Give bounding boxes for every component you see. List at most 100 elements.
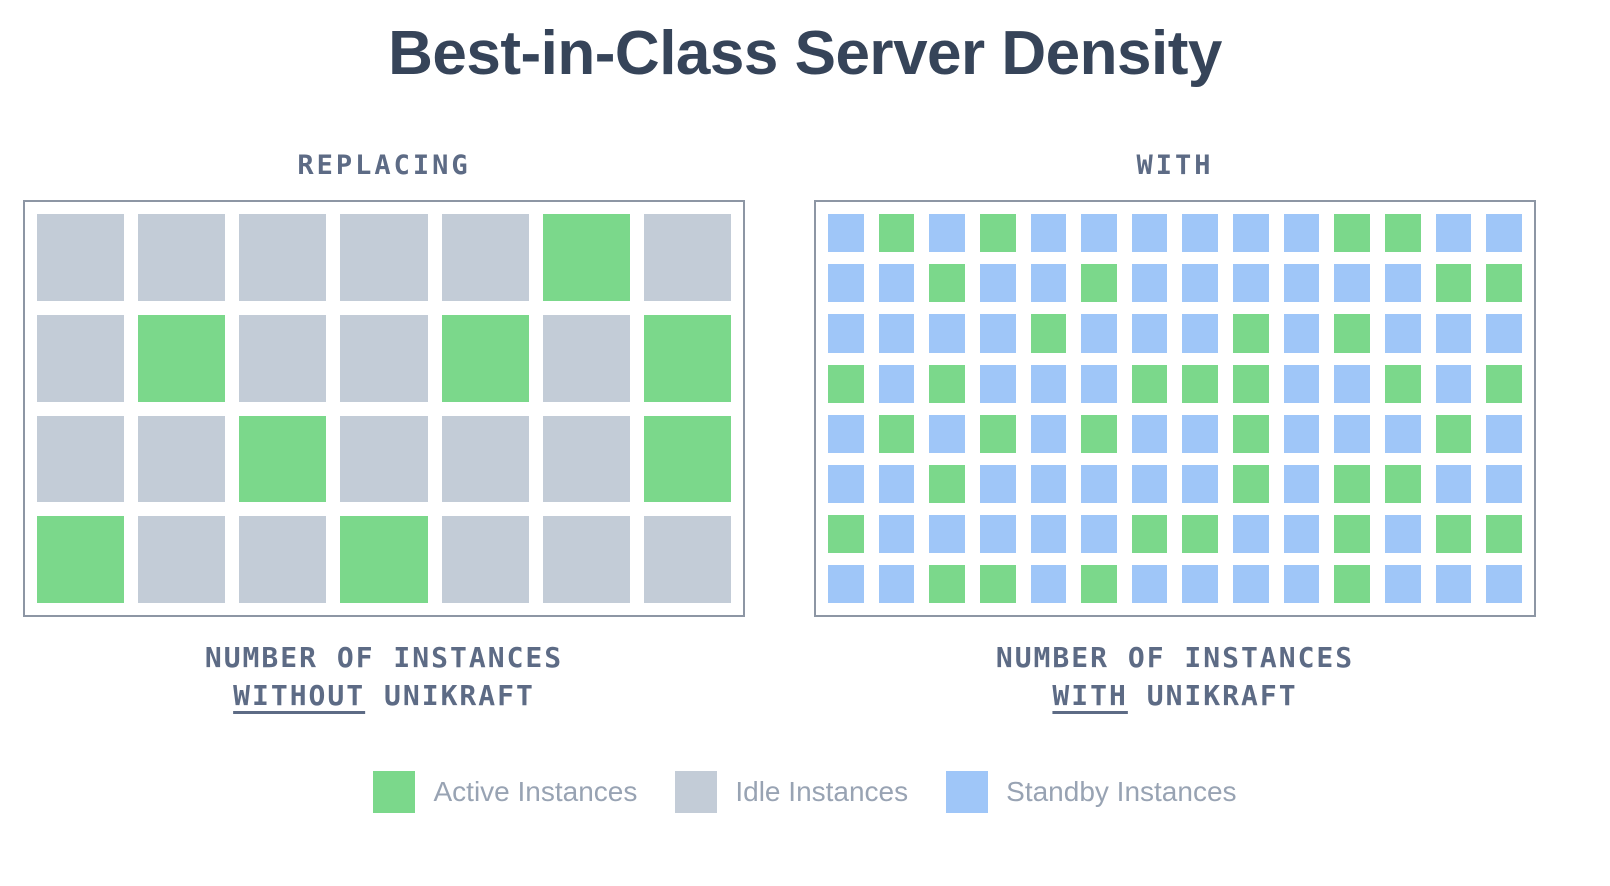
- server-cell-standby: [1385, 314, 1421, 353]
- server-cell-standby: [1131, 214, 1168, 253]
- server-cell-standby: [1081, 214, 1117, 253]
- server-cell-idle: [643, 214, 731, 301]
- server-cell-active: [1486, 514, 1522, 554]
- caption-with-unikraft: NUMBER OF INSTANCES WITH UNIKRAFT: [814, 639, 1536, 715]
- server-cell-standby: [1334, 264, 1371, 303]
- server-cell-standby: [878, 565, 915, 604]
- server-cell-active: [1233, 464, 1269, 503]
- server-cell-standby: [1233, 264, 1269, 303]
- server-cell-standby: [1435, 565, 1472, 604]
- server-cell-active: [1435, 414, 1472, 453]
- server-cell-standby: [929, 514, 965, 554]
- server-cell-standby: [1486, 565, 1522, 604]
- server-cell-standby: [1334, 364, 1371, 403]
- server-cell-standby: [1486, 314, 1522, 353]
- server-cell-idle: [441, 516, 529, 604]
- server-cell-standby: [1030, 514, 1067, 554]
- server-cell-active: [929, 464, 965, 503]
- server-cell-standby: [1283, 264, 1320, 303]
- server-cell-standby: [828, 214, 864, 253]
- legend-swatch-idle: [675, 770, 718, 813]
- server-cell-idle: [340, 214, 428, 301]
- server-cell-standby: [878, 364, 915, 403]
- server-cell-active: [1081, 414, 1117, 453]
- server-cell-active: [1334, 464, 1371, 503]
- server-cell-standby: [1030, 264, 1067, 303]
- server-cell-active: [1233, 314, 1269, 353]
- caption-without-unikraft: NUMBER OF INSTANCES WITHOUT UNIKRAFT: [23, 639, 745, 715]
- server-cell-standby: [1081, 464, 1117, 503]
- server-cell-standby: [1030, 414, 1067, 453]
- server-cell-active: [929, 565, 965, 604]
- server-cell-active: [828, 364, 864, 403]
- server-cell-active: [979, 565, 1016, 604]
- legend-label-standby: Standby Instances: [1006, 775, 1237, 807]
- server-cell-standby: [878, 314, 915, 353]
- server-cell-idle: [138, 415, 226, 503]
- server-cell-standby: [828, 414, 864, 453]
- server-cell-standby: [828, 565, 864, 604]
- server-cell-standby: [1486, 464, 1522, 503]
- server-cell-standby: [1486, 414, 1522, 453]
- server-cell-standby: [1283, 464, 1320, 503]
- server-cell-idle: [37, 415, 125, 503]
- server-cell-active: [1233, 364, 1269, 403]
- caption-line1: NUMBER OF INSTANCES: [204, 641, 564, 675]
- server-cell-standby: [828, 464, 864, 503]
- server-cell-standby: [1385, 264, 1421, 303]
- server-cell-idle: [441, 415, 529, 503]
- server-cell-idle: [542, 314, 630, 402]
- page-title: Best-in-Class Server Density: [388, 19, 1222, 88]
- server-cell-active: [1131, 514, 1168, 554]
- server-cell-standby: [828, 314, 864, 353]
- server-cell-standby: [1131, 414, 1168, 453]
- instance-grid-with-unikraft: [814, 200, 1536, 618]
- server-cell-standby: [979, 264, 1016, 303]
- server-cell-active: [1435, 514, 1472, 554]
- server-cell-standby: [1131, 264, 1168, 303]
- server-cell-standby: [1081, 364, 1117, 403]
- server-cell-standby: [1233, 214, 1269, 253]
- server-cell-idle: [340, 314, 428, 402]
- server-cell-idle: [37, 214, 125, 301]
- server-cell-idle: [138, 214, 226, 301]
- panel-with-unikraft: WITH NUMBER OF INSTANCES WITH UNIKRAFT: [814, 152, 1536, 715]
- server-cell-idle: [542, 516, 630, 604]
- server-cell-standby: [1081, 514, 1117, 554]
- server-cell-standby: [1030, 364, 1067, 403]
- server-cell-active: [1334, 314, 1371, 353]
- server-cell-standby: [1283, 565, 1320, 604]
- server-cell-standby: [1030, 464, 1067, 503]
- server-cell-active: [1131, 364, 1168, 403]
- server-cell-active: [1030, 314, 1067, 353]
- server-cell-standby: [1283, 214, 1320, 253]
- server-cell-standby: [1334, 414, 1371, 453]
- legend-swatch-standby: [946, 770, 989, 813]
- legend-swatch-active: [373, 770, 416, 813]
- server-cell-standby: [1435, 464, 1472, 503]
- server-cell-standby: [1182, 414, 1219, 453]
- server-cell-active: [1385, 214, 1421, 253]
- legend-label-idle: Idle Instances: [735, 775, 909, 807]
- server-cell-active: [1081, 565, 1117, 604]
- legend-label-active: Active Instances: [433, 775, 638, 807]
- server-cell-active: [878, 414, 915, 453]
- server-cell-active: [828, 514, 864, 554]
- server-cell-standby: [878, 264, 915, 303]
- server-cell-idle: [239, 314, 327, 402]
- server-cell-idle: [138, 516, 226, 604]
- server-cell-active: [542, 214, 630, 301]
- server-cell-idle: [643, 516, 731, 604]
- server-cell-standby: [1435, 314, 1472, 353]
- server-cell-standby: [1081, 314, 1117, 353]
- caption-suffix: UNIKRAFT: [1127, 678, 1298, 712]
- server-cell-standby: [979, 464, 1016, 503]
- server-cell-standby: [878, 514, 915, 554]
- server-cell-active: [1334, 214, 1371, 253]
- server-cell-idle: [340, 415, 428, 503]
- server-cell-active: [1385, 464, 1421, 503]
- server-cell-standby: [1131, 464, 1168, 503]
- server-cell-idle: [239, 516, 327, 604]
- legend-item-standby: Standby Instances: [946, 770, 1237, 813]
